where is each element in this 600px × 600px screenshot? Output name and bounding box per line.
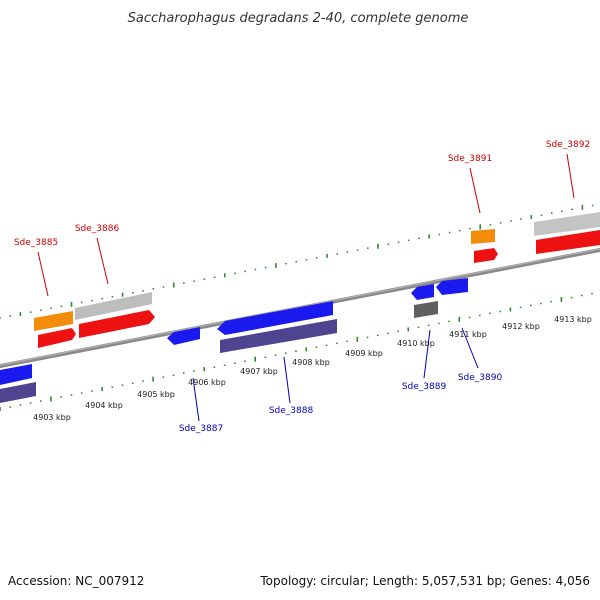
cds-arrow[interactable] [536, 230, 600, 254]
cds-arrow[interactable] [79, 310, 155, 338]
tick-label: 4906 kbp [188, 378, 226, 387]
label-leader [566, 153, 575, 199]
forward-strand-ticks [0, 204, 594, 319]
cds-arrow[interactable] [217, 301, 333, 335]
tick-label: 4905 kbp [137, 390, 175, 399]
gene-block[interactable] [0, 382, 36, 403]
tick-label: 4913 kbp [554, 315, 592, 324]
gene-label-sde-3888[interactable]: Sde_3888 [269, 406, 314, 416]
label-leader [283, 356, 291, 404]
reverse-features [0, 278, 468, 403]
gene-block[interactable] [534, 212, 600, 236]
pseudo-block[interactable] [414, 301, 438, 318]
gene-label-sde-3890[interactable]: Sde_3890 [458, 373, 503, 383]
label-leader [192, 377, 200, 422]
gene-label-sde-3885[interactable]: Sde_3885 [14, 238, 58, 248]
tick-label: 4911 kbp [449, 330, 487, 339]
tick-label: 4909 kbp [345, 349, 383, 358]
tick-label: 4908 kbp [292, 358, 330, 367]
feature-block[interactable] [34, 311, 73, 331]
label-leader [461, 327, 479, 369]
cds-arrow[interactable] [0, 364, 32, 385]
tick-label: 4910 kbp [397, 339, 435, 348]
cds-arrow[interactable] [474, 248, 498, 263]
gene-block[interactable] [220, 319, 337, 353]
tick-label: 4904 kbp [85, 401, 123, 410]
tick-label: 4903 kbp [33, 413, 71, 422]
gene-label-sde-3892[interactable]: Sde_3892 [546, 140, 590, 150]
reverse-gene-labels: Sde_3887 Sde_3888 Sde_3889 Sde_3890 [179, 327, 503, 434]
gene-block[interactable] [75, 292, 152, 320]
reverse-strand-ticks [0, 292, 593, 411]
gene-label-sde-3891[interactable]: Sde_3891 [448, 154, 492, 164]
accession-text: Accession: NC_007912 [8, 574, 144, 588]
gene-label-sde-3886[interactable]: Sde_3886 [75, 224, 120, 234]
forward-gene-labels: Sde_3885 Sde_3886 Sde_3891 Sde_3892 [14, 140, 590, 297]
gene-label-sde-3887[interactable]: Sde_3887 [179, 424, 223, 434]
tick-labels: 4903 kbp 4904 kbp 4905 kbp 4906 kbp 4907… [33, 315, 592, 422]
cds-arrow[interactable] [38, 328, 76, 348]
feature-block[interactable] [471, 229, 495, 244]
forward-features [34, 212, 600, 348]
cds-arrow[interactable] [411, 284, 434, 300]
tick-label: 4912 kbp [502, 322, 540, 331]
gene-label-sde-3889[interactable]: Sde_3889 [402, 382, 447, 392]
label-leader [469, 167, 481, 214]
label-leader [423, 329, 431, 379]
map-title: Saccharophagus degradans 2-40, complete … [128, 11, 469, 26]
cds-arrow[interactable] [436, 278, 468, 295]
tick-label: 4907 kbp [240, 367, 278, 376]
backbone-highlight [0, 248, 600, 366]
genome-summary-text: Topology: circular; Length: 5,057,531 bp… [259, 574, 590, 588]
label-leader [96, 237, 109, 285]
label-leader [37, 251, 49, 297]
cds-arrow[interactable] [167, 327, 200, 345]
